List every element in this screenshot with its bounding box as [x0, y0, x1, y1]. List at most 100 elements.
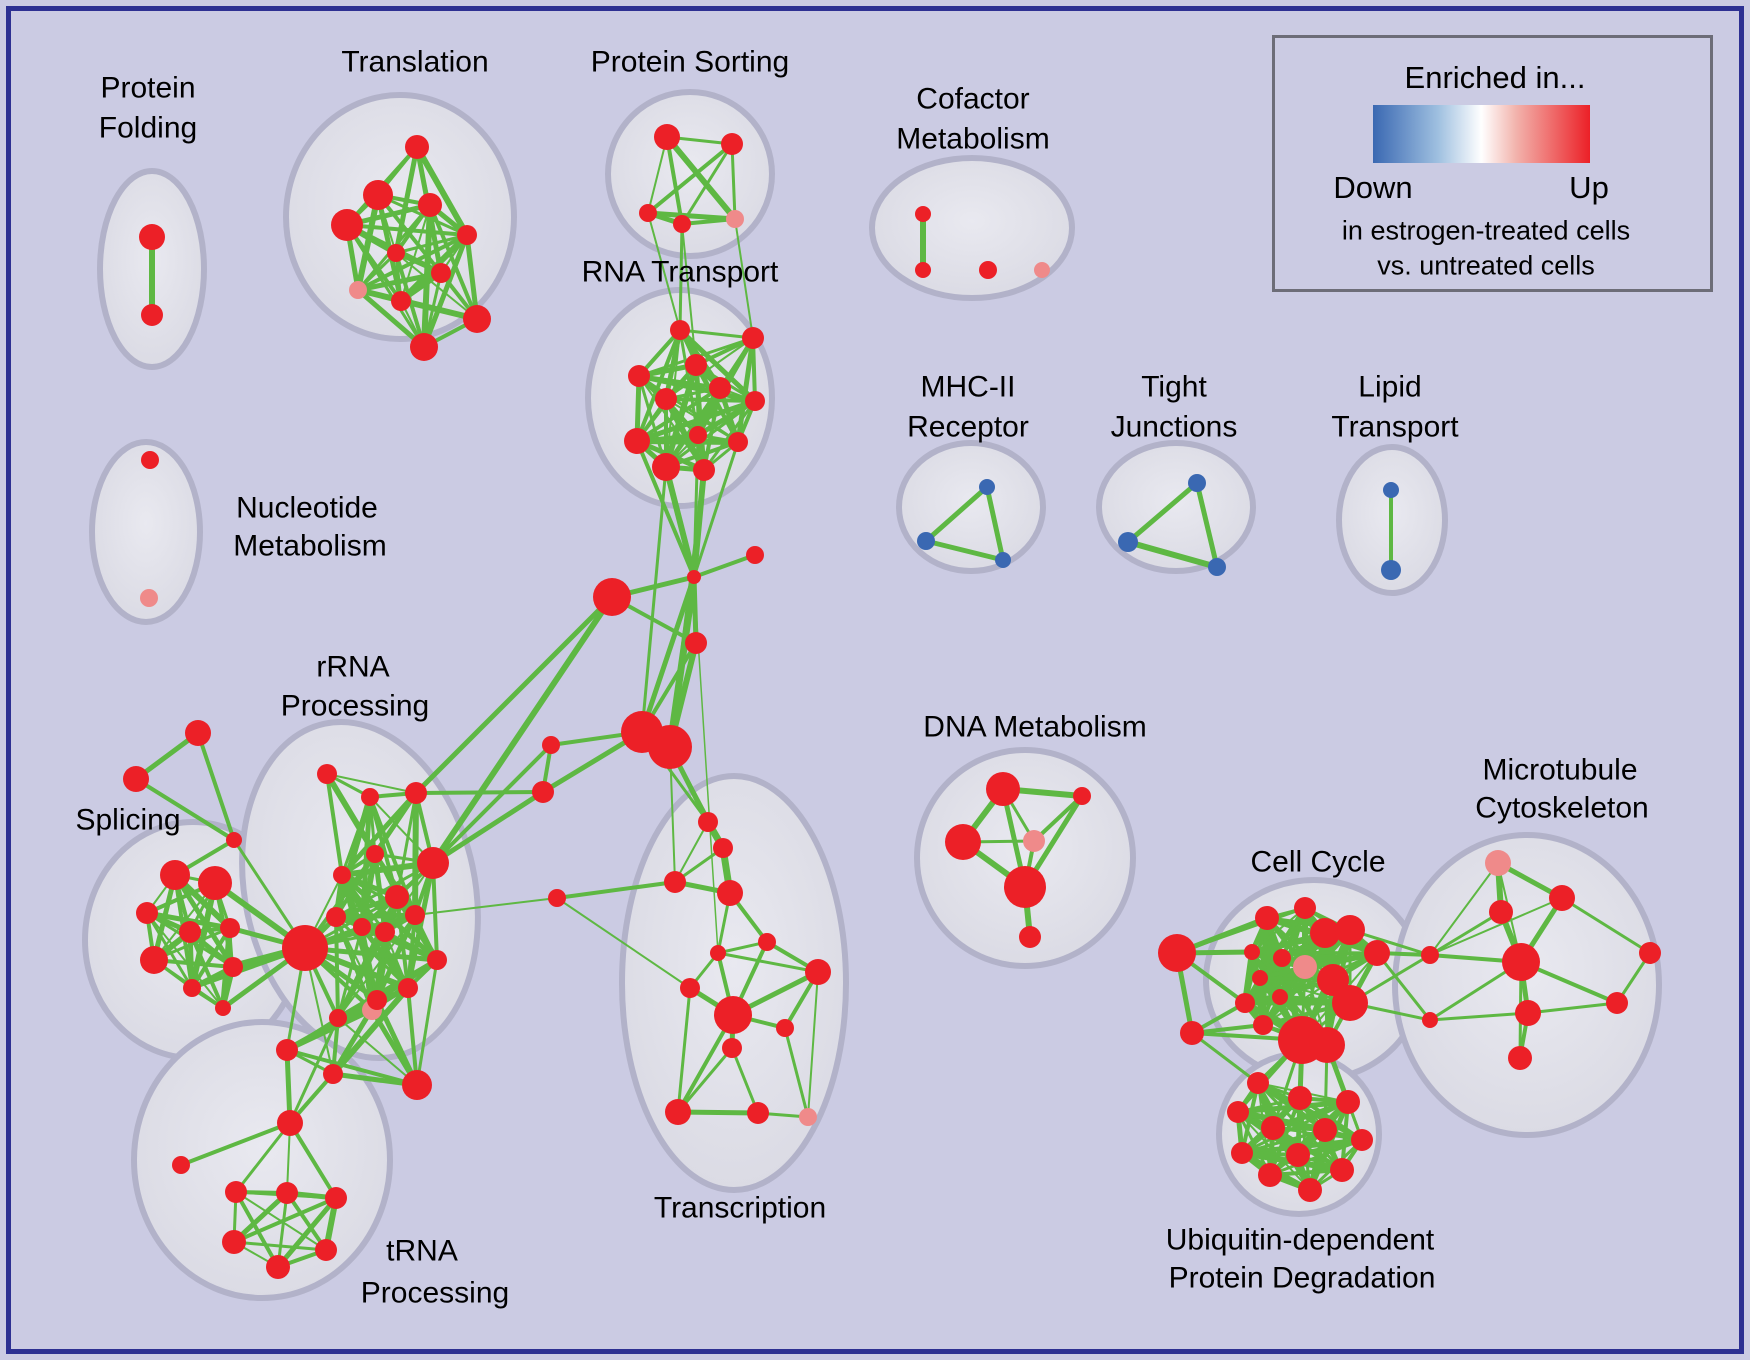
- node-splicing: [198, 866, 232, 900]
- cluster-label-lipid-transport: Lipid: [1358, 371, 1421, 404]
- node-protein-sorting: [721, 133, 743, 155]
- node-transcription: [805, 959, 831, 985]
- node-microtubule-cytoskeleton: [1508, 1046, 1532, 1070]
- cluster-label-cofactor-metabolism: Cofactor: [916, 83, 1029, 116]
- node-cell-cycle: [1332, 985, 1368, 1021]
- node-connectors: [1180, 1021, 1204, 1045]
- cluster-ellipse-mhc-ii-receptor: [896, 440, 1046, 574]
- cluster-label-protein-sorting: Protein Sorting: [591, 46, 789, 79]
- edge-link: [647, 212, 681, 331]
- node-dna-metabolism: [986, 772, 1020, 806]
- edge-link: [669, 746, 676, 883]
- edge-link: [430, 789, 546, 866]
- node-cell-cycle: [1310, 918, 1340, 948]
- legend-down-label: Down: [1333, 170, 1413, 205]
- node-connectors: [746, 546, 764, 564]
- edge-rrna-processing: [325, 772, 344, 877]
- node-trna-processing: [222, 1230, 246, 1254]
- edge-connectors: [134, 777, 236, 842]
- edge-splicing: [144, 910, 233, 931]
- node-dna-metabolism: [1073, 787, 1091, 805]
- node-rrna-processing: [333, 866, 351, 884]
- node-cell-cycle: [1309, 1027, 1345, 1063]
- node-rrna-processing: [405, 905, 425, 925]
- edge-link: [1429, 862, 1499, 956]
- edge-link: [430, 594, 615, 866]
- edge-link: [179, 1121, 292, 1167]
- edge-transcription: [807, 971, 819, 1118]
- node-transcription: [799, 1108, 817, 1126]
- node-splicing: [223, 957, 243, 977]
- node-dna-metabolism: [1004, 866, 1046, 908]
- edge-trna-processing: [275, 1195, 339, 1270]
- node-connectors: [226, 832, 242, 848]
- edge-link: [1190, 1031, 1260, 1085]
- node-tight-junctions: [1118, 532, 1138, 552]
- layer-nodes: [123, 124, 1661, 1279]
- node-connectors: [123, 766, 149, 792]
- edge-mhc-ii-receptor: [923, 538, 1006, 563]
- node-rrna-processing: [317, 764, 337, 784]
- edge-tight-junctions: [1125, 480, 1200, 545]
- edge-transcription: [783, 1026, 810, 1119]
- edge-protein-sorting: [664, 134, 738, 222]
- node-tight-junctions: [1188, 474, 1206, 492]
- edge-rrna-processing: [412, 790, 419, 918]
- cluster-label-rrna-processing: rRNA: [316, 651, 389, 684]
- node-connectors: [593, 578, 631, 616]
- edge-splicing: [188, 930, 225, 1010]
- node-splicing: [215, 1000, 231, 1016]
- cluster-label-microtubule-cytoskeleton: Microtubule: [1482, 754, 1637, 787]
- node-cell-cycle: [1255, 906, 1279, 930]
- cluster-label-nucleotide-metabolism: Nucleotide: [236, 492, 378, 525]
- edge-trna-processing: [231, 1190, 290, 1245]
- edge-link: [288, 1016, 340, 1125]
- edge-link: [1175, 906, 1307, 955]
- edge-rrna-processing: [337, 1017, 418, 1086]
- node-cell-cycle: [1272, 989, 1288, 1005]
- edge-link: [413, 594, 615, 796]
- edge-splicing: [189, 880, 218, 991]
- cluster-label-rrna-processing: Processing: [281, 690, 429, 723]
- edge-link: [734, 218, 754, 339]
- edge-trna-processing: [276, 1191, 289, 1269]
- edge-protein-sorting: [680, 142, 734, 226]
- node-translation: [331, 209, 363, 241]
- node-splicing: [183, 979, 201, 997]
- node-connectors: [1158, 934, 1196, 972]
- cluster-label-translation: Translation: [341, 46, 488, 79]
- node-ubiquitin-degradation: [1286, 1143, 1310, 1167]
- edge-rrna-processing: [431, 861, 439, 962]
- node-transcription: [758, 933, 776, 951]
- node-transcription: [665, 1099, 691, 1125]
- edge-link: [635, 439, 696, 579]
- node-splicing: [140, 946, 168, 974]
- node-microtubule-cytoskeleton: [1515, 1000, 1541, 1026]
- edge-trna-processing: [285, 1191, 328, 1252]
- node-rrna-processing: [329, 1009, 347, 1027]
- node-ubiquitin-degradation: [1288, 1086, 1312, 1110]
- node-ubiquitin-degradation: [1258, 1163, 1282, 1187]
- node-rrna-processing: [385, 885, 409, 909]
- node-rrna-processing: [326, 907, 346, 927]
- node-transcription: [776, 1019, 794, 1037]
- edge-trna-processing: [234, 1190, 280, 1269]
- edge-translation: [421, 232, 470, 350]
- edge-transcription: [730, 1046, 760, 1115]
- edge-connectors: [692, 553, 757, 579]
- cluster-label-mhc-ii-receptor: Receptor: [907, 411, 1029, 444]
- node-lipid-transport: [1381, 560, 1401, 580]
- node-cofactor-metabolism: [1034, 262, 1050, 278]
- cluster-label-transcription: Transcription: [654, 1192, 826, 1225]
- edge-link: [1428, 910, 1503, 957]
- cluster-label-ubiquitin-degradation: Ubiquitin-dependent: [1166, 1224, 1435, 1257]
- edge-rna-transport: [665, 337, 754, 400]
- edge-rna-transport: [678, 328, 755, 340]
- edge-link: [663, 464, 697, 580]
- node-rna-transport: [745, 391, 765, 411]
- edge-microtubule-cytoskeleton: [1526, 1001, 1619, 1015]
- edge-splicing: [190, 926, 232, 990]
- cluster-label-tight-junctions: Tight: [1141, 371, 1207, 404]
- cluster-label-tight-junctions: Junctions: [1111, 411, 1238, 444]
